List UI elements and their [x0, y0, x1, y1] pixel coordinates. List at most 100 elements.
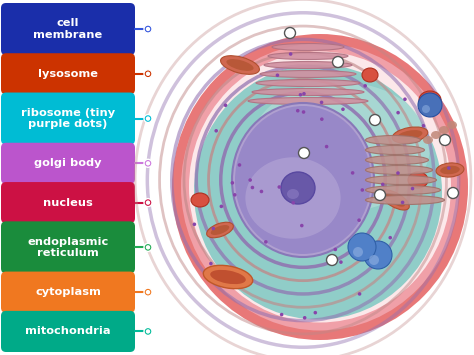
Circle shape — [422, 124, 425, 127]
Circle shape — [260, 190, 263, 193]
Ellipse shape — [385, 193, 405, 207]
Text: ribosome (tiny
purple dots): ribosome (tiny purple dots) — [21, 108, 115, 129]
Circle shape — [320, 118, 324, 121]
Text: lysosome: lysosome — [38, 69, 98, 79]
Ellipse shape — [203, 265, 253, 289]
Ellipse shape — [210, 270, 246, 284]
Ellipse shape — [408, 172, 428, 188]
FancyBboxPatch shape — [1, 311, 135, 352]
Circle shape — [219, 204, 223, 208]
Circle shape — [447, 166, 451, 170]
Ellipse shape — [392, 127, 428, 143]
Circle shape — [341, 108, 345, 111]
Circle shape — [289, 52, 292, 56]
Text: endoplasmic
reticulum: endoplasmic reticulum — [27, 236, 109, 258]
Ellipse shape — [398, 130, 422, 140]
Circle shape — [364, 241, 392, 269]
Circle shape — [209, 262, 213, 266]
Text: mitochondria: mitochondria — [25, 327, 111, 337]
Circle shape — [146, 201, 150, 205]
Circle shape — [396, 171, 400, 175]
Circle shape — [146, 245, 150, 250]
Ellipse shape — [365, 136, 420, 144]
Ellipse shape — [194, 65, 442, 320]
Ellipse shape — [436, 163, 464, 177]
Ellipse shape — [362, 68, 378, 82]
Circle shape — [296, 109, 300, 113]
Ellipse shape — [423, 136, 433, 144]
Circle shape — [374, 190, 385, 201]
Circle shape — [233, 193, 237, 197]
Circle shape — [320, 100, 323, 104]
Circle shape — [358, 292, 361, 296]
Circle shape — [300, 224, 303, 227]
Circle shape — [146, 72, 150, 76]
Circle shape — [313, 311, 317, 315]
Circle shape — [144, 198, 152, 207]
Ellipse shape — [181, 44, 459, 331]
Circle shape — [237, 163, 241, 167]
Ellipse shape — [272, 44, 344, 50]
Circle shape — [211, 227, 215, 230]
Circle shape — [146, 290, 150, 294]
Circle shape — [146, 329, 150, 334]
Text: golgi body: golgi body — [34, 158, 102, 168]
Circle shape — [339, 260, 343, 264]
Circle shape — [422, 105, 430, 113]
Circle shape — [280, 313, 283, 316]
Ellipse shape — [281, 172, 315, 204]
Circle shape — [332, 56, 344, 67]
Circle shape — [276, 73, 279, 77]
Ellipse shape — [447, 121, 457, 129]
Ellipse shape — [264, 61, 352, 69]
FancyBboxPatch shape — [1, 53, 135, 94]
Circle shape — [144, 25, 152, 33]
Text: cell
membrane: cell membrane — [33, 18, 103, 40]
Ellipse shape — [256, 80, 360, 87]
Circle shape — [248, 178, 252, 182]
Ellipse shape — [440, 166, 460, 174]
Circle shape — [292, 201, 295, 204]
Circle shape — [277, 185, 281, 189]
Circle shape — [302, 110, 305, 114]
Ellipse shape — [268, 53, 348, 60]
Circle shape — [299, 93, 302, 97]
Ellipse shape — [381, 190, 409, 210]
Ellipse shape — [250, 82, 430, 212]
Ellipse shape — [365, 175, 437, 185]
Circle shape — [327, 255, 337, 266]
Ellipse shape — [260, 71, 356, 77]
Circle shape — [361, 188, 364, 192]
Ellipse shape — [365, 165, 432, 175]
FancyBboxPatch shape — [1, 3, 135, 55]
Circle shape — [144, 327, 152, 335]
Ellipse shape — [246, 157, 341, 239]
Circle shape — [284, 27, 295, 38]
Ellipse shape — [207, 222, 233, 238]
Ellipse shape — [235, 106, 371, 254]
Circle shape — [144, 70, 152, 78]
Circle shape — [146, 161, 150, 165]
FancyBboxPatch shape — [1, 93, 135, 144]
Ellipse shape — [232, 103, 374, 257]
Ellipse shape — [211, 225, 229, 235]
Circle shape — [381, 182, 384, 186]
FancyBboxPatch shape — [1, 272, 135, 313]
Circle shape — [370, 115, 381, 126]
Circle shape — [144, 244, 152, 251]
Circle shape — [299, 147, 310, 158]
Text: cytoplasm: cytoplasm — [35, 287, 101, 297]
Circle shape — [146, 27, 150, 31]
Text: nucleus: nucleus — [43, 198, 93, 208]
Circle shape — [411, 187, 414, 190]
Circle shape — [351, 171, 355, 175]
Ellipse shape — [365, 155, 428, 164]
Circle shape — [353, 247, 363, 257]
Circle shape — [388, 236, 392, 240]
Circle shape — [364, 84, 367, 88]
Ellipse shape — [365, 186, 440, 195]
Circle shape — [396, 111, 400, 114]
FancyBboxPatch shape — [1, 182, 135, 223]
Circle shape — [144, 288, 152, 296]
Ellipse shape — [287, 189, 299, 199]
